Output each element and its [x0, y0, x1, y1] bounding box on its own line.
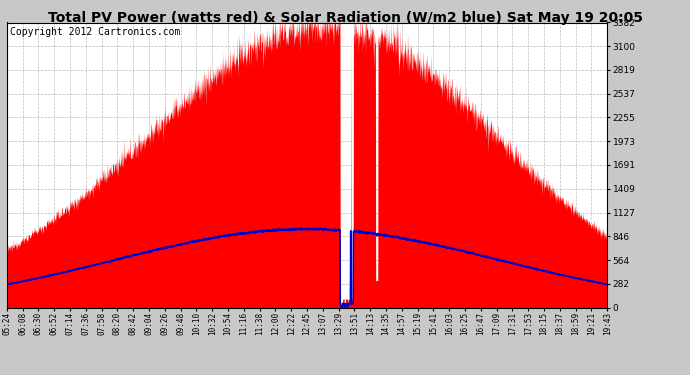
Text: Copyright 2012 Cartronics.com: Copyright 2012 Cartronics.com	[10, 27, 180, 37]
Text: Total PV Power (watts red) & Solar Radiation (W/m2 blue) Sat May 19 20:05: Total PV Power (watts red) & Solar Radia…	[48, 11, 642, 25]
